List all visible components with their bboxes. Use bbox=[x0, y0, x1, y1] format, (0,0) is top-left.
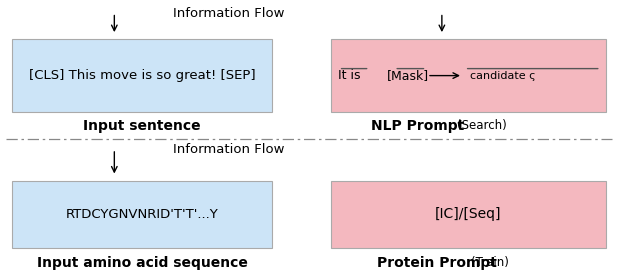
Text: It is: It is bbox=[338, 69, 360, 82]
FancyBboxPatch shape bbox=[331, 39, 606, 112]
FancyBboxPatch shape bbox=[331, 181, 606, 248]
Text: [Mask]: [Mask] bbox=[387, 69, 429, 82]
Text: (Search): (Search) bbox=[457, 119, 507, 132]
Text: candidate ς: candidate ς bbox=[470, 71, 535, 81]
Text: RTDCYGNVNRID'T'T'...Y: RTDCYGNVNRID'T'T'...Y bbox=[66, 208, 219, 221]
Text: [IC]/[Seq]: [IC]/[Seq] bbox=[435, 207, 501, 221]
Text: Input amino acid sequence: Input amino acid sequence bbox=[36, 256, 248, 270]
Text: Protein Prompt: Protein Prompt bbox=[377, 256, 497, 270]
Text: Input sentence: Input sentence bbox=[83, 119, 201, 133]
FancyBboxPatch shape bbox=[12, 39, 272, 112]
Text: Information Flow: Information Flow bbox=[173, 143, 284, 156]
Text: [CLS] This move is so great! [SEP]: [CLS] This move is so great! [SEP] bbox=[29, 69, 255, 82]
Text: (Train): (Train) bbox=[471, 256, 509, 269]
FancyBboxPatch shape bbox=[12, 181, 272, 248]
Text: Information Flow: Information Flow bbox=[173, 7, 284, 20]
Text: NLP Prompt: NLP Prompt bbox=[371, 119, 464, 133]
